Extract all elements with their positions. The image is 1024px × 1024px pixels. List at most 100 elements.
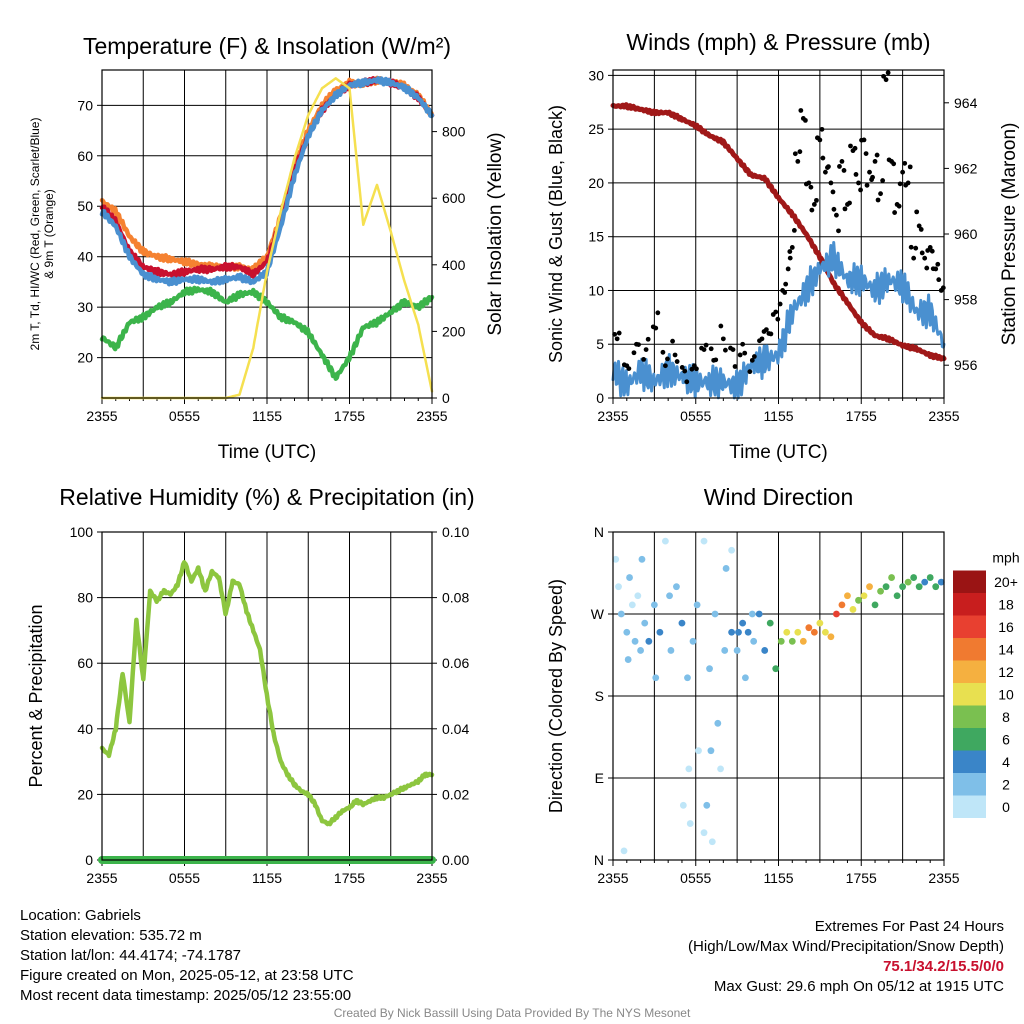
colorbar-swatch xyxy=(953,750,986,773)
data-point xyxy=(925,248,931,253)
direction-point xyxy=(617,610,625,618)
data-point xyxy=(670,338,675,344)
y2-tick-label: 960 xyxy=(954,226,978,242)
direction-point xyxy=(838,601,846,609)
data-point xyxy=(777,301,783,307)
data-point xyxy=(935,261,941,267)
colorbar-swatch xyxy=(953,660,986,683)
colorbar-label: 18 xyxy=(998,596,1014,612)
y-tick-label: W xyxy=(591,606,605,622)
direction-point xyxy=(888,574,895,581)
plot-frame xyxy=(612,531,945,861)
chart-title: Wind Direction xyxy=(704,484,854,510)
data-point xyxy=(847,200,852,206)
colorbar-label: 16 xyxy=(998,619,1014,635)
panel-rh: 0 20 40 60 80 100 2355 0555 1155 1755 2355 0.00 0.02… xyxy=(26,484,475,886)
y2-tick-label: 200 xyxy=(442,323,466,339)
data-point xyxy=(785,266,791,272)
x-tick-label: 1155 xyxy=(252,408,282,424)
data-point xyxy=(720,336,726,342)
x-tick-label: 2355 xyxy=(597,408,628,424)
y-tick-label: 50 xyxy=(77,198,93,214)
y2-tick-label: 600 xyxy=(442,190,466,206)
direction-point xyxy=(641,619,649,627)
y-tick-label: 20 xyxy=(588,175,604,191)
data-point xyxy=(684,379,690,385)
colorbar-label: 12 xyxy=(998,664,1014,680)
data-point xyxy=(747,369,753,375)
data-point xyxy=(881,73,886,79)
direction-point xyxy=(684,674,691,682)
direction-point xyxy=(717,765,724,773)
y-tick-label: 60 xyxy=(77,148,93,164)
series-line xyxy=(610,102,947,362)
data-point xyxy=(929,248,935,254)
direction-point xyxy=(816,619,824,627)
direction-point xyxy=(679,801,687,809)
chart-title: Winds (mph) & Pressure (mb) xyxy=(626,29,930,55)
data-point xyxy=(616,330,622,336)
x-tick-label: 1155 xyxy=(763,870,793,886)
direction-point xyxy=(926,574,934,581)
data-point xyxy=(699,345,704,351)
series-1 xyxy=(611,241,946,400)
data-point xyxy=(883,77,889,83)
series-0 xyxy=(610,102,947,362)
direction-point xyxy=(827,633,835,641)
data-point xyxy=(795,159,801,164)
data-point xyxy=(826,164,831,170)
chart-title: Relative Humidity (%) & Precipitation (i… xyxy=(59,484,474,510)
data-point xyxy=(878,191,883,197)
data-point xyxy=(913,245,919,251)
x-tick-label: 2355 xyxy=(86,870,117,886)
direction-point xyxy=(899,583,907,591)
data-point xyxy=(645,336,651,342)
y2-tick-label: 800 xyxy=(442,124,466,140)
direction-point xyxy=(623,628,631,636)
x-tick-label: 2355 xyxy=(86,408,117,424)
data-point xyxy=(723,347,728,353)
series-2 xyxy=(612,70,946,385)
data-point xyxy=(757,338,762,344)
data-point xyxy=(770,312,776,317)
chart-title: Temperature (F) & Insolation (W/m²) xyxy=(83,33,451,59)
colorbar-swatch xyxy=(953,570,986,593)
direction-point xyxy=(728,546,736,554)
direction-point xyxy=(788,637,796,645)
data-point xyxy=(903,182,909,188)
data-point xyxy=(819,126,825,132)
station-latlon: Station lat/lon: 44.4174; -74.1787 xyxy=(20,947,242,964)
y-axis-label: 2m T, Td, HI/WC (Red, Green, Scarlet/Blu… xyxy=(28,118,42,351)
colorbar-swatch xyxy=(953,638,986,661)
direction-point xyxy=(910,574,918,581)
direction-point xyxy=(750,637,758,645)
y-tick-label: 40 xyxy=(77,721,93,737)
data-point xyxy=(636,342,641,348)
direction-point xyxy=(932,583,940,591)
data-point xyxy=(783,281,789,287)
data-point xyxy=(919,250,925,256)
data-point xyxy=(703,342,709,348)
direction-point xyxy=(612,555,620,563)
data-point xyxy=(896,203,902,209)
data-point xyxy=(916,223,922,229)
recent-timestamp: Most recent data timestamp: 2025/05/12 2… xyxy=(20,987,352,1004)
x-tick-label: 2355 xyxy=(416,408,447,424)
station-info: Location: Gabriels Station elevation: 53… xyxy=(20,906,354,1006)
y2-tick-label: 962 xyxy=(954,160,978,176)
panel-temp: 20 30 40 50 60 70 2355 0555 1155 1755 2355 0 200 400 6… xyxy=(28,33,506,463)
direction-point xyxy=(849,606,857,613)
direction-point xyxy=(628,601,636,609)
data-point xyxy=(689,366,695,372)
data-point xyxy=(631,350,637,356)
data-point xyxy=(643,347,649,353)
colorbar-label: 14 xyxy=(998,641,1014,657)
data-point xyxy=(940,285,946,291)
direction-point xyxy=(871,601,879,609)
colorbar-swatch xyxy=(953,615,986,638)
colorbar-label: 4 xyxy=(1002,754,1010,770)
data-point xyxy=(708,346,714,352)
x-tick-label: 1155 xyxy=(252,870,282,886)
data-point xyxy=(870,174,875,180)
direction-point xyxy=(777,637,785,645)
